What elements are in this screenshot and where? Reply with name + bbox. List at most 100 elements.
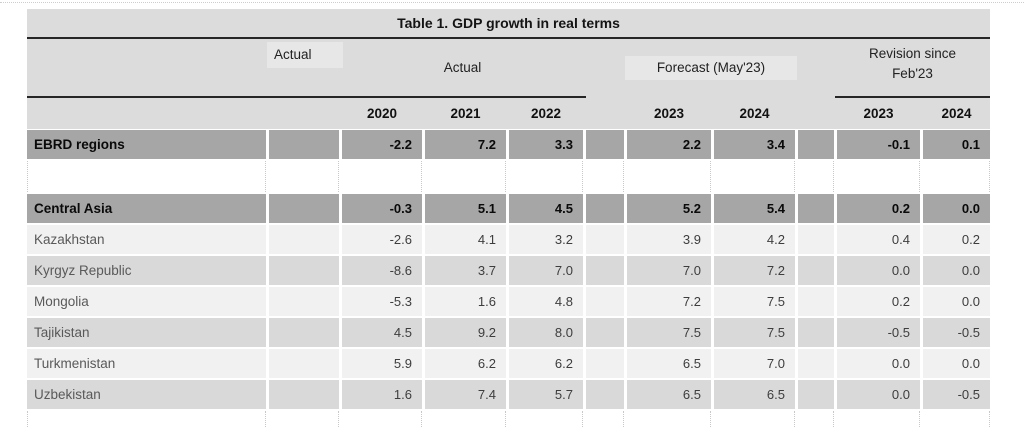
value-cell-revision-2023: 0.0	[837, 380, 920, 409]
value-cell-forecast-2023: 6.5	[627, 380, 711, 409]
value-cell-2022: 4.5	[509, 194, 583, 223]
header-actual-group: Actual	[443, 60, 482, 75]
years-spacer	[798, 98, 834, 129]
value-cell-forecast-2023: 3.9	[627, 225, 711, 254]
spacer-cell	[586, 349, 624, 378]
value-cell-2022: 6.2	[509, 349, 583, 378]
value-cell-forecast-2023: 2.2	[627, 130, 711, 159]
value-cell-revision-2024: 0.0	[923, 349, 990, 378]
year-2021: 2021	[450, 106, 481, 121]
year-forecast-2023: 2023	[653, 106, 685, 121]
value-cell-2022: 3.2	[509, 225, 583, 254]
value-cell-2021: 9.2	[425, 318, 506, 347]
value-cell-2021: 3.7	[425, 256, 506, 285]
header-forecast-group: Forecast (May'23)	[625, 56, 797, 80]
value-cell-revision-2024: 0.1	[923, 130, 990, 159]
header-rule-revision	[835, 96, 990, 98]
blank-cell	[269, 256, 339, 285]
table-header: Actual Actual Forecast (May'23) Revision…	[27, 39, 990, 98]
value-cell-forecast-2023: 7.2	[627, 287, 711, 316]
value-cell-revision-2023: -0.1	[837, 130, 920, 159]
value-cell-forecast-2024: 5.4	[714, 194, 795, 223]
table-row: Kazakhstan -2.6 4.1 3.2 3.9 4.2 0.4 0.2	[27, 225, 990, 254]
year-2020: 2020	[366, 106, 398, 121]
value-cell-forecast-2023: 6.5	[627, 349, 711, 378]
row-label: EBRD regions	[27, 130, 266, 159]
table-row: Central Asia -0.3 5.1 4.5 5.2 5.4 0.2 0.…	[27, 194, 990, 223]
value-cell-revision-2024: 0.0	[923, 256, 990, 285]
spacer-cell	[798, 225, 834, 254]
spacer-cell	[798, 349, 834, 378]
value-cell-revision-2023: 0.0	[837, 256, 920, 285]
value-cell-2020: 4.5	[342, 318, 422, 347]
value-cell-forecast-2024: 7.2	[714, 256, 795, 285]
value-cell-2021: 7.4	[425, 380, 506, 409]
empty-row	[27, 411, 990, 427]
value-cell-2021: 7.2	[425, 130, 506, 159]
value-cell-forecast-2023: 5.2	[627, 194, 711, 223]
row-label: Central Asia	[27, 194, 266, 223]
spacer-cell	[798, 256, 834, 285]
spacer-cell	[586, 256, 624, 285]
table-row: Mongolia -5.3 1.6 4.8 7.2 7.5 0.2 0.0	[27, 287, 990, 316]
value-cell-forecast-2024: 7.0	[714, 349, 795, 378]
value-cell-forecast-2024: 7.5	[714, 318, 795, 347]
blank-cell	[269, 349, 339, 378]
value-cell-2021: 5.1	[425, 194, 506, 223]
value-cell-revision-2023: 0.4	[837, 225, 920, 254]
value-cell-2020: -5.3	[342, 287, 422, 316]
value-cell-forecast-2024: 6.5	[714, 380, 795, 409]
gdp-growth-table: Table 1. GDP growth in real terms Actual…	[27, 9, 990, 427]
header-actual-single: Actual	[267, 42, 343, 68]
value-cell-forecast-2024: 7.5	[714, 287, 795, 316]
top-gridline	[0, 2, 1024, 3]
year-revision-2023: 2023	[863, 106, 894, 121]
table-title: Table 1. GDP growth in real terms	[27, 9, 990, 39]
header-revision-line2: Feb'23	[892, 66, 933, 81]
value-cell-2020: 1.6	[342, 380, 422, 409]
spacer-cell	[798, 287, 834, 316]
value-cell-2020: -2.2	[342, 130, 422, 159]
spacer-cell	[586, 130, 624, 159]
blank-cell	[269, 318, 339, 347]
value-cell-forecast-2023: 7.0	[627, 256, 711, 285]
table-row: Kyrgyz Republic -8.6 3.7 7.0 7.0 7.2 0.0…	[27, 256, 990, 285]
table-body: EBRD regions -2.2 7.2 3.3 2.2 3.4 -0.1 0…	[27, 130, 990, 427]
years-spacer	[586, 98, 624, 129]
value-cell-forecast-2024: 3.4	[714, 130, 795, 159]
value-cell-2020: 5.9	[342, 349, 422, 378]
row-label: Kyrgyz Republic	[27, 256, 266, 285]
table-row: Turkmenistan 5.9 6.2 6.2 6.5 7.0 0.0 0.0	[27, 349, 990, 378]
header-revision-group: Revision since Feb'23	[835, 44, 990, 84]
value-cell-revision-2024: 0.0	[923, 194, 990, 223]
value-cell-2020: -2.6	[342, 225, 422, 254]
year-revision-2024: 2024	[941, 106, 972, 121]
value-cell-2021: 1.6	[425, 287, 506, 316]
row-label: Mongolia	[27, 287, 266, 316]
row-label: Tajikistan	[27, 318, 266, 347]
years-header-row: 2020 2021 2022 2023 2024 2023 2024	[27, 98, 990, 129]
value-cell-2021: 6.2	[425, 349, 506, 378]
row-label: Kazakhstan	[27, 225, 266, 254]
value-cell-2022: 4.8	[509, 287, 583, 316]
value-cell-2022: 8.0	[509, 318, 583, 347]
spacer-cell	[586, 318, 624, 347]
empty-row	[27, 161, 990, 192]
spacer-cell	[586, 194, 624, 223]
header-rule-actual	[27, 96, 586, 98]
value-cell-revision-2024: 0.0	[923, 287, 990, 316]
header-revision-line1: Revision since	[868, 46, 957, 61]
table-row: EBRD regions -2.2 7.2 3.3 2.2 3.4 -0.1 0…	[27, 130, 990, 159]
blank-cell	[269, 194, 339, 223]
value-cell-forecast-2023: 7.5	[627, 318, 711, 347]
value-cell-2022: 7.0	[509, 256, 583, 285]
value-cell-2021: 4.1	[425, 225, 506, 254]
value-cell-revision-2023: -0.5	[837, 318, 920, 347]
spacer-cell	[798, 318, 834, 347]
value-cell-forecast-2024: 4.2	[714, 225, 795, 254]
value-cell-2022: 5.7	[509, 380, 583, 409]
row-label: Uzbekistan	[27, 380, 266, 409]
blank-cell	[269, 287, 339, 316]
spacer-cell	[586, 225, 624, 254]
